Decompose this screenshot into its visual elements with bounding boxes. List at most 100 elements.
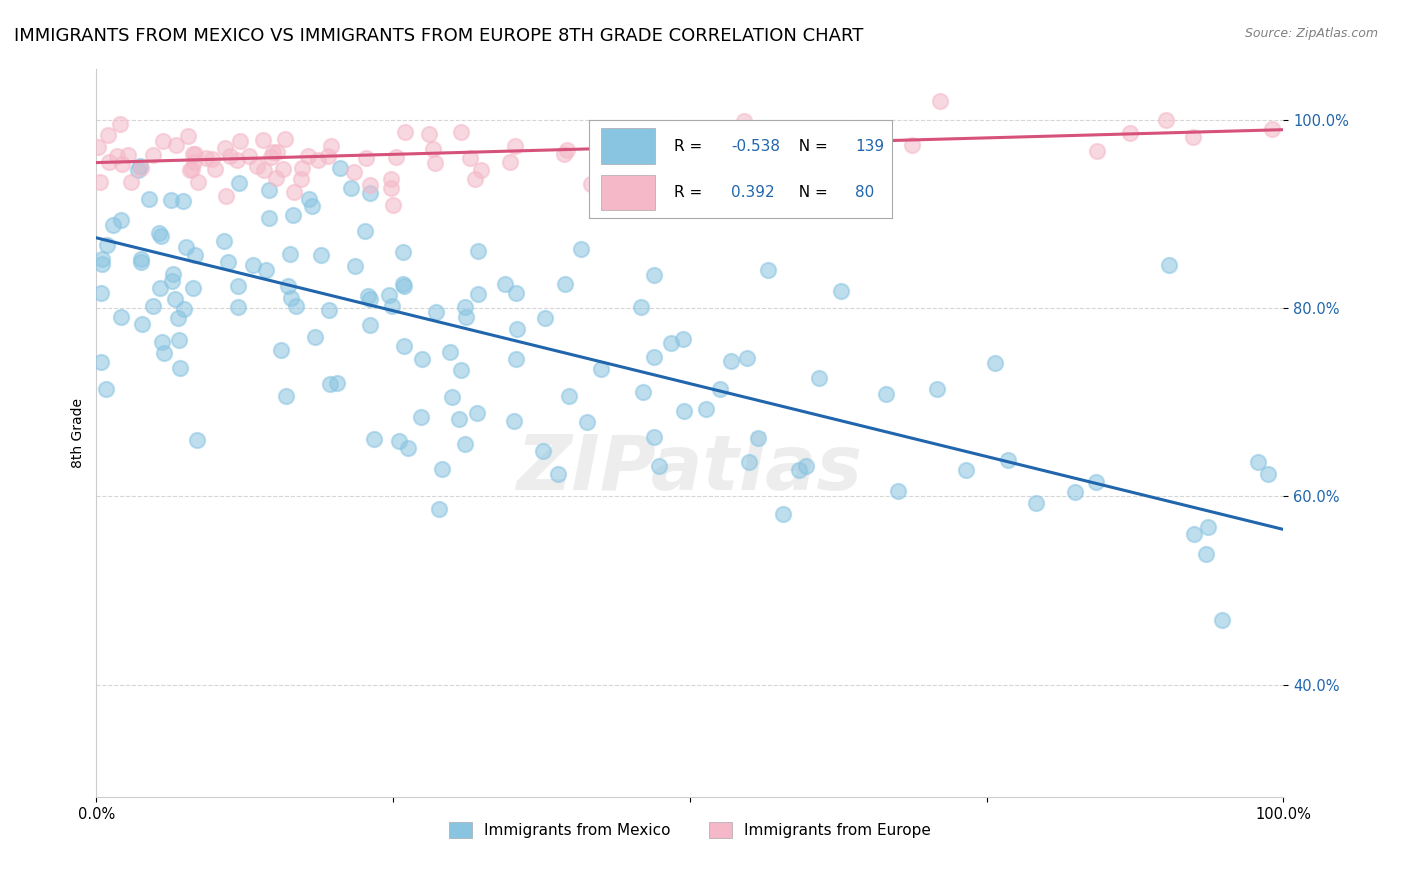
Point (460, 151, 482, 165)
Point (450, 125, 472, 139)
Point (138, 192, 160, 206)
Point (394, 125, 416, 139)
Point (297, 149, 319, 163)
Point (392, 244, 415, 259)
Point (1182, 527, 1205, 541)
Point (90, 354, 112, 368)
Point (110, 310, 132, 324)
Point (1257, 467, 1279, 482)
Point (672, 404, 695, 418)
Point (117, 147, 139, 161)
Point (747, 431, 769, 445)
Text: IMMIGRANTS FROM MEXICO VS IMMIGRANTS FROM EUROPE 8TH GRADE CORRELATION CHART: IMMIGRANTS FROM MEXICO VS IMMIGRANTS FRO… (14, 27, 863, 45)
Point (165, 138, 187, 153)
Point (187, 176, 209, 190)
Point (425, 305, 447, 319)
Point (454, 300, 477, 314)
Point (120, 175, 142, 189)
Point (96, 238, 118, 252)
Point (363, 432, 385, 446)
Point (465, 406, 488, 420)
Point (671, 333, 693, 347)
Point (494, 277, 516, 292)
Point (228, 134, 250, 148)
Point (1197, 520, 1219, 534)
Point (357, 289, 380, 303)
Point (246, 159, 269, 173)
Point (219, 149, 242, 163)
Point (392, 339, 415, 353)
Point (547, 467, 569, 482)
Point (89, 175, 111, 189)
Point (505, 138, 527, 153)
Point (184, 248, 207, 262)
Point (794, 458, 817, 473)
Point (90, 285, 112, 300)
Point (307, 153, 329, 167)
Point (875, 387, 897, 401)
Point (853, 160, 876, 174)
Point (110, 156, 132, 170)
Legend: Immigrants from Mexico, Immigrants from Europe: Immigrants from Mexico, Immigrants from … (443, 816, 936, 845)
Point (149, 281, 172, 295)
Point (329, 161, 352, 175)
Point (409, 410, 432, 425)
Point (186, 434, 208, 448)
Point (499, 155, 522, 169)
Point (284, 299, 307, 313)
Point (238, 149, 260, 163)
Point (505, 286, 527, 301)
Point (266, 145, 288, 159)
Point (316, 149, 339, 163)
Point (643, 268, 665, 282)
Point (613, 122, 636, 136)
Point (97, 128, 120, 142)
Point (392, 278, 415, 293)
Point (427, 502, 450, 516)
Point (738, 455, 761, 469)
Point (298, 192, 321, 206)
Point (179, 162, 201, 177)
Point (392, 277, 415, 291)
Point (631, 384, 654, 399)
Point (152, 134, 174, 148)
Point (506, 321, 529, 335)
Point (900, 137, 922, 152)
Point (105, 149, 128, 163)
Point (655, 147, 678, 161)
Point (301, 199, 323, 213)
Point (262, 145, 284, 160)
Point (733, 114, 755, 128)
Point (440, 390, 463, 404)
Point (1085, 144, 1108, 158)
Point (184, 147, 207, 161)
Point (212, 234, 235, 248)
Point (98, 155, 121, 169)
Point (180, 162, 202, 177)
Point (740, 129, 762, 144)
Point (319, 138, 342, 153)
Point (1118, 126, 1140, 140)
Point (378, 288, 401, 302)
Point (194, 151, 217, 165)
Point (430, 461, 453, 475)
Point (534, 310, 557, 325)
Text: Source: ZipAtlas.com: Source: ZipAtlas.com (1244, 27, 1378, 40)
Point (1064, 485, 1087, 500)
Point (242, 258, 264, 272)
Point (142, 299, 165, 313)
Point (423, 156, 446, 170)
Point (396, 441, 419, 455)
Point (280, 291, 302, 305)
Point (273, 132, 295, 146)
Point (418, 127, 440, 141)
Point (359, 318, 381, 332)
Point (167, 310, 190, 325)
Point (385, 150, 408, 164)
Point (283, 185, 305, 199)
Point (129, 161, 152, 175)
Point (226, 279, 249, 293)
Point (772, 507, 794, 521)
Point (167, 333, 190, 347)
Point (257, 211, 280, 226)
